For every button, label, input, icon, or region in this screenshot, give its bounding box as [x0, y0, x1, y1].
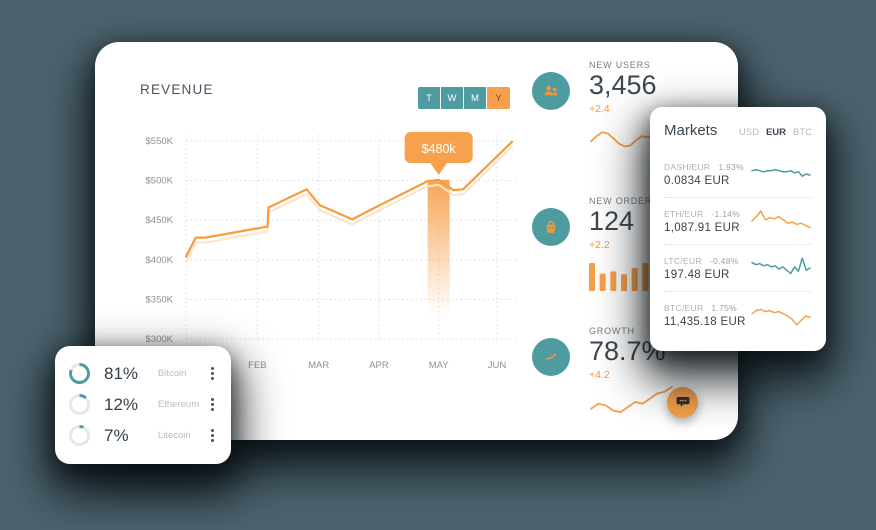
- period-button-y[interactable]: Y: [487, 87, 510, 109]
- pair-label: ETH/EUR: [664, 208, 704, 219]
- tab-btc[interactable]: BTC: [793, 127, 812, 138]
- tab-usd[interactable]: USD: [738, 127, 759, 138]
- period-button-m[interactable]: M: [464, 87, 487, 109]
- pair-label: DASH/EUR: [664, 161, 711, 172]
- svg-text:$350K: $350K: [146, 294, 174, 305]
- portfolio-row-ethereum: 12% Ethereum: [69, 389, 217, 420]
- pair-change: 1.75%: [711, 303, 738, 313]
- svg-text:MAR: MAR: [308, 360, 329, 371]
- coin-name: Bitcoin: [157, 368, 187, 379]
- pair-label: BTC/EUR: [664, 303, 704, 313]
- growth-sparkline: [590, 385, 673, 414]
- revenue-line-chart[interactable]: $550K $500K $450K $400K $350K $300K FEB MAR APR M…: [125, 127, 525, 377]
- stat-new-users: NEW USERS 3,456 +2.4: [532, 60, 732, 155]
- pair-price: 1,087.91 EUR: [664, 221, 740, 234]
- pair-change: -1.14%: [711, 208, 741, 219]
- revenue-title: REVENUE: [140, 82, 214, 97]
- markets-list: DASH/EUR 1.93% 0.0834 EUR ETH/EUR -1.14%…: [664, 151, 812, 339]
- percent-value: 7%: [104, 425, 129, 445]
- markets-title: Markets: [664, 122, 718, 139]
- period-button-t[interactable]: T: [418, 87, 441, 109]
- pair-label: LTC/EUR: [664, 255, 702, 266]
- eth-sparkline: [751, 210, 811, 229]
- pair-price: 0.0834 EUR: [664, 174, 730, 187]
- portfolio-row-bitcoin: 81% Bitcoin: [69, 358, 217, 389]
- kebab-menu-icon[interactable]: [208, 364, 217, 383]
- market-row-eth[interactable]: ETH/EUR -1.14% 1,087.91 EUR: [664, 198, 812, 245]
- stat-delta: +4.2: [589, 369, 610, 382]
- markets-card: Markets USD EUR BTC DASH/EUR 1.93% 0.083…: [650, 107, 826, 351]
- market-row-btc[interactable]: BTC/EUR 1.75% 11,435.18 EUR: [664, 292, 812, 339]
- portfolio-card: 81% Bitcoin 12% Ethereum 7% Litecoin: [55, 346, 231, 464]
- svg-text:$550K: $550K: [146, 136, 174, 147]
- growth-icon: [532, 338, 570, 376]
- kebab-menu-icon[interactable]: [208, 395, 217, 414]
- svg-text:MAY: MAY: [429, 360, 450, 371]
- stat-growth: GROWTH 78.7% +4.2: [532, 326, 732, 421]
- coin-name: Litecoin: [157, 430, 191, 441]
- percent-value: 81%: [104, 363, 139, 383]
- stat-delta: +2.4: [589, 103, 610, 116]
- chat-fab-button[interactable]: [667, 387, 698, 418]
- new-orders-minibars: [589, 263, 659, 292]
- litecoin-progress-ring: [69, 425, 90, 446]
- percent-value: 12%: [104, 394, 139, 414]
- svg-text:FEB: FEB: [248, 360, 266, 371]
- market-row-ltc[interactable]: LTC/EUR -0.48% 197.48 EUR: [664, 245, 812, 292]
- new-users-sparkline: [590, 131, 660, 148]
- pair-change: -0.48%: [709, 255, 739, 266]
- svg-text:$300K: $300K: [146, 334, 174, 345]
- stat-value: 124: [589, 206, 635, 236]
- svg-text:$500K: $500K: [146, 176, 174, 187]
- tab-eur[interactable]: EUR: [765, 127, 786, 138]
- ltc-sparkline: [751, 257, 811, 275]
- market-row-dash[interactable]: DASH/EUR 1.93% 0.0834 EUR: [664, 151, 812, 198]
- chat-icon: [675, 393, 691, 412]
- period-button-w[interactable]: W: [441, 87, 464, 109]
- markets-currency-tabs: USD EUR BTC: [739, 127, 812, 138]
- stat-value: 3,456: [589, 70, 657, 100]
- portfolio-row-litecoin: 7% Litecoin: [69, 420, 217, 451]
- orders-icon: [532, 208, 570, 246]
- btc-sparkline: [751, 308, 811, 326]
- svg-text:JUN: JUN: [488, 360, 507, 371]
- stat-delta: +2.2: [589, 239, 610, 252]
- pair-price: 11,435.18 EUR: [664, 316, 746, 328]
- svg-text:$450K: $450K: [146, 215, 174, 226]
- pair-change: 1.93%: [718, 161, 744, 172]
- kebab-menu-icon[interactable]: [208, 426, 217, 445]
- users-icon: [532, 72, 570, 110]
- svg-text:$400K: $400K: [146, 255, 174, 266]
- dash-sparkline: [751, 168, 811, 177]
- bitcoin-progress-ring: [69, 363, 90, 384]
- stat-label: NEW ORDERS: [589, 196, 660, 206]
- svg-text:$480k: $480k: [422, 142, 457, 156]
- svg-text:APR: APR: [369, 360, 389, 371]
- ethereum-progress-ring: [69, 394, 90, 415]
- coin-name: Ethereum: [157, 399, 200, 410]
- markets-header: Markets USD EUR BTC: [664, 122, 812, 139]
- pair-price: 197.48 EUR: [664, 268, 730, 281]
- stat-label: NEW USERS: [589, 60, 651, 70]
- period-toggle: T W M Y: [418, 87, 510, 109]
- stat-label: GROWTH: [589, 326, 635, 336]
